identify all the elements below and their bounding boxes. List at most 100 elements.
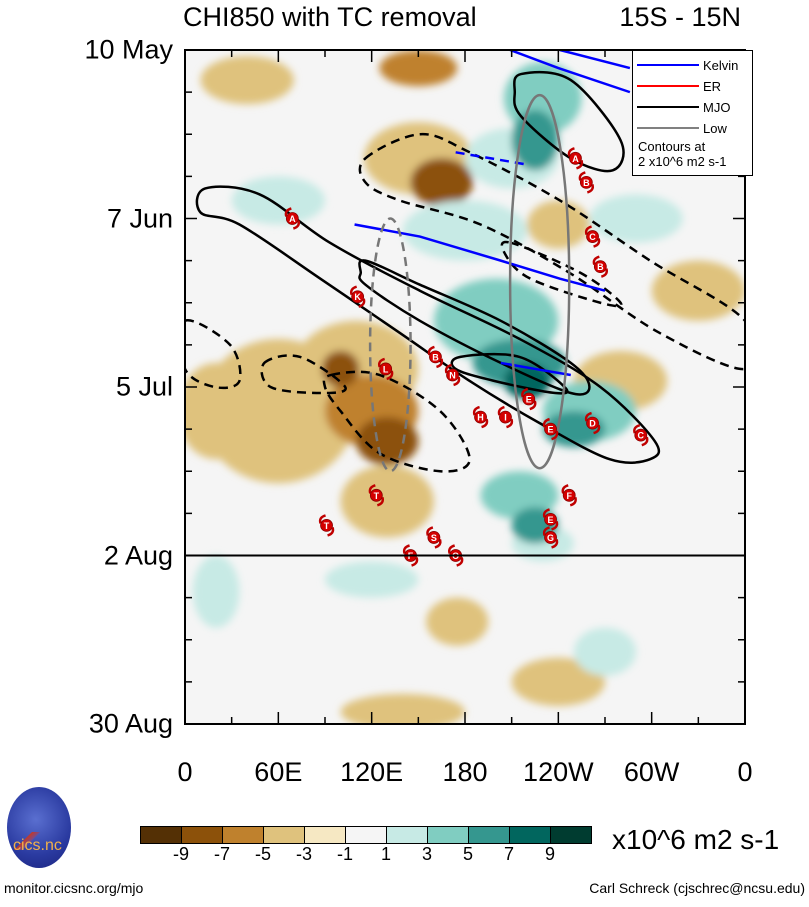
tc-label: B bbox=[583, 178, 590, 188]
x-tick-label: 0 bbox=[737, 757, 753, 787]
tc-marker: T bbox=[318, 514, 335, 537]
y-tick-label: 10 May bbox=[84, 34, 173, 65]
er-swatch bbox=[637, 85, 699, 87]
filter-contours bbox=[185, 50, 745, 473]
colorbar-swatch bbox=[264, 827, 305, 843]
colorbar-swatch bbox=[469, 827, 510, 843]
mjo-contour bbox=[450, 352, 569, 395]
cyclone-icon bbox=[472, 405, 489, 429]
field-anomaly-region bbox=[185, 362, 255, 460]
cyclone-icon bbox=[593, 260, 607, 274]
legend-label: Low bbox=[703, 120, 727, 136]
y-tick-label: 5 Jul bbox=[115, 371, 173, 402]
tc-label: G bbox=[547, 533, 554, 543]
cyclone-icon bbox=[544, 512, 557, 526]
logo-mountains bbox=[7, 832, 71, 850]
tc-marker: C bbox=[584, 225, 601, 248]
kelvin-contour bbox=[455, 151, 526, 166]
cyclone-icon bbox=[379, 362, 393, 376]
cyclone-icon bbox=[446, 368, 459, 382]
cyclone-icon bbox=[447, 544, 464, 567]
colorbar-swatch bbox=[428, 827, 469, 843]
logo-text: cics.nc bbox=[13, 837, 62, 854]
colorbar-swatch bbox=[551, 827, 591, 843]
cyclone-icon bbox=[584, 225, 601, 248]
tc-marker: B bbox=[427, 345, 444, 369]
tc-label: B bbox=[597, 262, 604, 272]
colorbar-swatch bbox=[346, 827, 387, 843]
colorbar-swatch bbox=[305, 827, 346, 843]
y-tick-label: 2 Aug bbox=[103, 540, 173, 570]
tc-marker: L bbox=[377, 357, 394, 381]
mjo-contour bbox=[185, 319, 242, 390]
tc-marker: A bbox=[284, 207, 301, 230]
cyclone-icon bbox=[351, 290, 365, 304]
colorbar-label: -1 bbox=[336, 844, 354, 864]
field-anomaly-region bbox=[340, 465, 434, 538]
tc-marker: N bbox=[444, 363, 461, 387]
cyclone-icon bbox=[569, 151, 582, 165]
mjo-contour bbox=[260, 354, 347, 395]
colorbar-label: 3 bbox=[421, 844, 433, 864]
legend-mjo: MJO bbox=[637, 99, 730, 115]
tc-marker: S bbox=[426, 526, 442, 549]
legend-label: Kelvin bbox=[703, 57, 739, 73]
cyclone-icon bbox=[633, 423, 649, 447]
axes bbox=[184, 49, 746, 725]
legend-label: MJO bbox=[703, 99, 731, 115]
tc-label: I bbox=[504, 413, 507, 423]
low-swatch bbox=[637, 127, 699, 129]
tc-label: S bbox=[431, 533, 437, 543]
legend-low: Low bbox=[637, 120, 727, 136]
field-anomaly-region bbox=[426, 597, 489, 646]
tc-marker: E bbox=[542, 417, 559, 441]
region-label: 15S - 15N bbox=[619, 2, 741, 32]
tc-label: C bbox=[638, 431, 645, 441]
low-contour bbox=[368, 217, 412, 473]
legend: Kelvin ER MJO Low Contours at 2 x10^6 m2 … bbox=[632, 50, 753, 176]
source-url: monitor.cicsnc.org/mjo bbox=[4, 880, 144, 896]
tc-label: D bbox=[589, 419, 596, 429]
field-anomaly-region bbox=[511, 657, 605, 706]
mjo-swatch bbox=[637, 106, 699, 108]
tc-label: A bbox=[572, 154, 579, 164]
colorbar-swatch bbox=[223, 827, 264, 843]
cyclone-icon bbox=[320, 519, 333, 532]
x-tick-label: 180 bbox=[442, 757, 488, 787]
cyclone-icon bbox=[444, 363, 461, 387]
cyclone-icon bbox=[586, 416, 599, 430]
cyclone-icon bbox=[369, 488, 383, 502]
low-contour bbox=[508, 93, 571, 470]
tc-label: N bbox=[449, 370, 456, 380]
cyclone-icon bbox=[586, 230, 599, 243]
tc-marker: B bbox=[592, 255, 609, 278]
tc-marker: E bbox=[542, 508, 559, 531]
contour-note: Contours at 2 x10^6 m2 s-1 bbox=[638, 139, 726, 169]
mjo-contour bbox=[500, 240, 623, 308]
field-anomaly-region bbox=[651, 260, 745, 321]
kelvin-contour bbox=[509, 50, 631, 94]
tc-marker: H bbox=[472, 405, 489, 429]
legend-label: ER bbox=[703, 78, 722, 94]
cyclone-icon bbox=[562, 488, 576, 502]
field-anomaly-region bbox=[379, 50, 458, 87]
cyclone-icon bbox=[285, 212, 299, 225]
cyclone-icon bbox=[544, 531, 557, 544]
tc-label: T bbox=[374, 491, 380, 501]
tc-label: K bbox=[354, 292, 361, 302]
field-anomaly-region bbox=[200, 56, 294, 105]
field-anomaly-region bbox=[321, 350, 360, 388]
cyclone-icon bbox=[561, 484, 577, 507]
cyclone-icon bbox=[318, 514, 335, 537]
field-anomaly-region bbox=[511, 110, 559, 171]
tc-label: H bbox=[477, 413, 484, 423]
colorbar-label: 5 bbox=[462, 844, 474, 864]
cicsnc-logo: cics.nc bbox=[7, 787, 71, 868]
colorbar-label: -3 bbox=[295, 844, 313, 864]
tc-marker: B bbox=[578, 171, 595, 194]
colorbar-label: 7 bbox=[503, 844, 515, 864]
legend-kelvin: Kelvin bbox=[637, 57, 738, 73]
kelvin-contour bbox=[559, 50, 631, 70]
colorbar-label: -5 bbox=[254, 844, 272, 864]
tc-marker: T bbox=[368, 484, 385, 507]
